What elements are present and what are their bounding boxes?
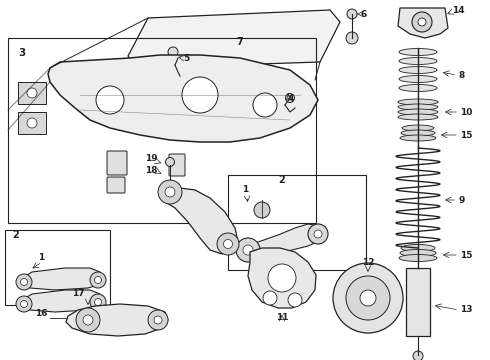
Ellipse shape: [399, 67, 437, 73]
Polygon shape: [236, 224, 326, 258]
Text: 4: 4: [288, 94, 294, 103]
Ellipse shape: [400, 135, 436, 141]
Bar: [18, 82, 46, 104]
Text: 1: 1: [242, 185, 248, 194]
Circle shape: [346, 276, 390, 320]
Circle shape: [263, 291, 277, 305]
Circle shape: [346, 32, 358, 44]
Text: 5: 5: [183, 54, 189, 63]
Circle shape: [308, 224, 328, 244]
Text: 11: 11: [276, 313, 288, 322]
Circle shape: [90, 294, 106, 310]
Bar: [5, 230, 110, 305]
Text: 3: 3: [18, 48, 25, 58]
Circle shape: [95, 276, 101, 284]
FancyBboxPatch shape: [107, 151, 127, 175]
Text: 6: 6: [360, 9, 366, 18]
Text: 9: 9: [458, 195, 465, 204]
Ellipse shape: [399, 58, 437, 64]
Circle shape: [16, 274, 32, 290]
Circle shape: [413, 351, 423, 360]
Circle shape: [412, 12, 432, 32]
Polygon shape: [20, 290, 102, 312]
Circle shape: [154, 316, 162, 324]
Polygon shape: [398, 8, 448, 38]
Circle shape: [314, 230, 322, 238]
Circle shape: [21, 279, 27, 285]
Ellipse shape: [401, 130, 435, 136]
Text: 17: 17: [72, 289, 84, 298]
Bar: [406, 268, 430, 336]
Circle shape: [27, 118, 37, 128]
Circle shape: [168, 47, 178, 57]
Circle shape: [286, 94, 294, 103]
Circle shape: [166, 158, 174, 166]
Ellipse shape: [400, 249, 436, 257]
Circle shape: [165, 187, 175, 197]
Circle shape: [223, 239, 232, 248]
Circle shape: [236, 238, 260, 262]
Circle shape: [217, 233, 239, 255]
Text: 15: 15: [460, 131, 472, 140]
Circle shape: [76, 308, 100, 332]
Circle shape: [148, 310, 168, 330]
Ellipse shape: [401, 244, 435, 252]
Text: 12: 12: [362, 258, 374, 267]
Bar: [8, 38, 316, 223]
Circle shape: [418, 18, 426, 26]
Ellipse shape: [398, 104, 438, 110]
Circle shape: [21, 301, 27, 307]
Circle shape: [360, 290, 376, 306]
FancyBboxPatch shape: [169, 154, 185, 176]
Text: 19: 19: [146, 153, 158, 162]
Text: 8: 8: [458, 71, 464, 80]
Text: 13: 13: [460, 306, 472, 315]
Circle shape: [347, 9, 357, 19]
Circle shape: [253, 93, 277, 117]
Text: 2: 2: [12, 230, 19, 240]
Text: 7: 7: [237, 37, 244, 47]
Polygon shape: [160, 188, 238, 254]
Circle shape: [268, 264, 296, 292]
Circle shape: [243, 245, 253, 255]
Ellipse shape: [398, 114, 438, 120]
Text: 18: 18: [146, 166, 158, 175]
Circle shape: [95, 298, 101, 306]
Text: 14: 14: [452, 5, 465, 14]
Circle shape: [254, 202, 270, 218]
Polygon shape: [248, 248, 316, 308]
Bar: [18, 112, 46, 134]
Circle shape: [168, 63, 178, 73]
Circle shape: [90, 272, 106, 288]
Bar: [228, 175, 366, 270]
Ellipse shape: [402, 125, 434, 131]
Circle shape: [83, 315, 93, 325]
Text: 1: 1: [38, 253, 44, 262]
Text: 10: 10: [460, 108, 472, 117]
Circle shape: [96, 86, 124, 114]
Polygon shape: [66, 304, 168, 336]
Ellipse shape: [398, 99, 438, 105]
FancyBboxPatch shape: [107, 177, 125, 193]
Text: 15: 15: [460, 251, 472, 260]
Circle shape: [158, 180, 182, 204]
Circle shape: [27, 88, 37, 98]
Circle shape: [182, 77, 218, 113]
Polygon shape: [128, 10, 340, 68]
Circle shape: [288, 293, 302, 307]
Ellipse shape: [398, 109, 438, 115]
Circle shape: [333, 263, 403, 333]
Polygon shape: [48, 55, 318, 142]
Circle shape: [16, 296, 32, 312]
Text: 2: 2: [278, 175, 285, 185]
Text: 16: 16: [35, 310, 48, 319]
Ellipse shape: [399, 76, 437, 82]
Ellipse shape: [399, 49, 437, 55]
Ellipse shape: [399, 85, 437, 91]
Ellipse shape: [399, 255, 437, 261]
Polygon shape: [20, 268, 102, 290]
